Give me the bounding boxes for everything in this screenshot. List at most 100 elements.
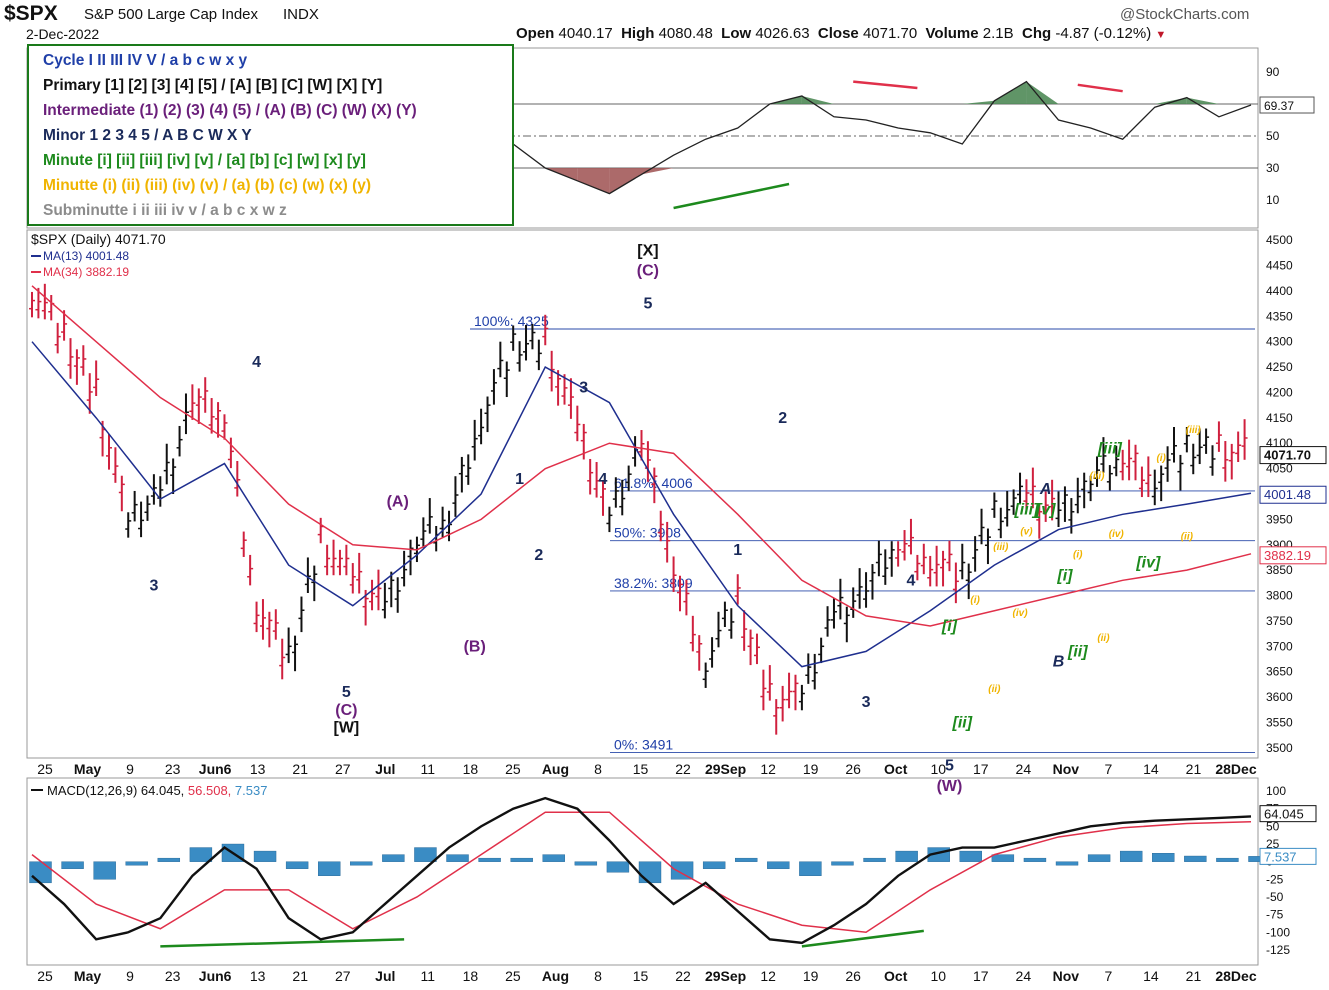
price-tick-label: 4150: [1266, 411, 1293, 425]
rsi-extreme-fill: [994, 81, 1027, 104]
price-x-tick: May: [74, 761, 101, 777]
macd-histogram-bar: [1023, 857, 1047, 862]
wave-label: 5: [945, 758, 954, 775]
price-x-tick: 26: [845, 761, 861, 777]
wave-label: 1: [515, 471, 524, 488]
macd-histogram-bar: [767, 861, 790, 869]
macd-tick-label: -75: [1266, 908, 1284, 922]
rsi-extreme-fill: [609, 168, 642, 194]
price-tick-label: 3750: [1266, 614, 1293, 628]
legend-cycle: Cycle I II III IV V / a b c w x y: [43, 52, 248, 69]
price-tick-label: 4450: [1266, 259, 1293, 273]
price-x-tick: 19: [803, 761, 819, 777]
macd-last-value-box: [1259, 847, 1317, 865]
fib-label: 0%: 3491: [614, 736, 673, 752]
rsi-last-value-box: [1259, 96, 1315, 114]
rsi-extreme-fill: [962, 100, 995, 104]
price-x-tick: 21: [292, 761, 308, 777]
macd-histogram-bar: [638, 861, 662, 884]
macd-histogram-bar: [1184, 855, 1207, 862]
fib-label: 38.2%: 3809: [614, 575, 693, 591]
wave-label: [ii]: [952, 715, 973, 732]
price-x-tick: Oct: [884, 761, 908, 777]
macd-x-tick: 10: [930, 968, 946, 984]
price-tick-label: 4500: [1266, 233, 1293, 247]
macd-tick-label: 50: [1266, 819, 1280, 833]
wave-label: 3: [862, 694, 871, 711]
macd-x-tick: 27: [335, 968, 351, 984]
wave-label: 5: [342, 684, 351, 701]
macd-x-tick: 7: [1104, 968, 1112, 984]
legend-primary: Primary [1] [2] [3] [4] [5] / [A] [B] [C…: [43, 77, 383, 94]
macd-last-value-box: [1259, 805, 1317, 823]
wave-label: (ii): [1181, 532, 1194, 543]
price-x-tick: 22: [675, 761, 691, 777]
rsi-extreme-fill: [1026, 81, 1059, 104]
price-x-tick: Aug: [542, 761, 569, 777]
price-last-value: 4071.70: [1264, 448, 1311, 463]
macd-histogram-bar: [1087, 854, 1111, 862]
macd-tick-label: -50: [1266, 890, 1284, 904]
macd-tick-label: -100: [1266, 925, 1290, 939]
macd-tick-label: -25: [1266, 872, 1284, 886]
macd-x-tick: 22: [675, 968, 691, 984]
chart-header: $SPX S&P 500 Large Cap Index INDX 2-Dec-…: [0, 0, 1329, 48]
macd-histogram-bar: [1119, 850, 1143, 862]
wave-label: 3: [149, 577, 158, 594]
fib-label: 50%: 3908: [614, 525, 681, 541]
symbol: $SPX: [4, 2, 58, 25]
price-last-value-box: [1259, 446, 1327, 465]
macd-histogram-bar: [831, 861, 854, 866]
wave-label: 3: [579, 379, 588, 396]
macd-tick-label: -125: [1266, 943, 1290, 957]
macd-x-tick: Oct: [884, 968, 908, 984]
macd-panel-frame: [26, 777, 1259, 966]
wave-legend: Cycle I II III IV V / a b c w x y Primar…: [27, 44, 514, 226]
price-tick-label: 4350: [1266, 309, 1293, 323]
ma13-line: [31, 341, 1252, 668]
price-last-value-box: [1259, 485, 1327, 504]
price-x-tick: 8: [594, 761, 602, 777]
legend-minute: Minute [i] [ii] [iii] [iv] [v] / [a] [b]…: [43, 152, 366, 169]
wave-label: A: [1039, 481, 1052, 498]
price-x-tick: Nov: [1053, 761, 1080, 777]
macd-x-tick: 26: [845, 968, 861, 984]
macd-divergence-line: [801, 929, 924, 948]
price-x-tick: 18: [463, 761, 479, 777]
macd-histogram-bar: [29, 861, 52, 884]
price-tick-label: 3650: [1266, 665, 1293, 679]
price-x-tick: Jun6: [199, 761, 232, 777]
wave-label: (B): [464, 638, 486, 655]
macd-divergence-line: [160, 938, 405, 948]
price-last-value-box: [1259, 546, 1327, 565]
macd-histogram-bar: [446, 854, 469, 862]
wave-label: (ii): [988, 684, 1001, 695]
price-tick-label: 3600: [1266, 690, 1293, 704]
macd-x-tick: 28Dec: [1215, 968, 1256, 984]
wave-label: (v): [1020, 527, 1033, 538]
price-tick-label: 4250: [1266, 360, 1293, 374]
macd-histogram-bar: [1216, 857, 1239, 862]
macd-histogram-bar: [863, 857, 886, 862]
wave-label: (iv): [1013, 608, 1029, 619]
fib-label: 100%: 4325: [474, 313, 549, 329]
macd-x-tick: 23: [165, 968, 181, 984]
wave-label: (iv): [1109, 529, 1125, 540]
macd-x-tick: 29Sep: [705, 968, 746, 984]
macd-x-tick: 8: [594, 968, 602, 984]
price-tick-label: 4050: [1266, 462, 1293, 476]
wave-label: 4: [599, 471, 608, 488]
wave-label: (ii): [1097, 633, 1110, 644]
price-tick-label: 3500: [1266, 741, 1293, 755]
price-last-value: 3882.19: [1264, 548, 1311, 563]
price-tick-label: 3800: [1266, 589, 1293, 603]
price-x-tick: 9: [126, 761, 134, 777]
macd-x-tick: 21: [292, 968, 308, 984]
price-x-tick: 17: [973, 761, 989, 777]
macd-histogram-bar: [350, 861, 373, 866]
macd-x-tick: Jun6: [199, 968, 232, 984]
legend-minor: Minor 1 2 3 4 5 / A B C W X Y: [43, 127, 252, 144]
macd-x-tick: 21: [1186, 968, 1202, 984]
exchange: INDX: [283, 6, 319, 23]
